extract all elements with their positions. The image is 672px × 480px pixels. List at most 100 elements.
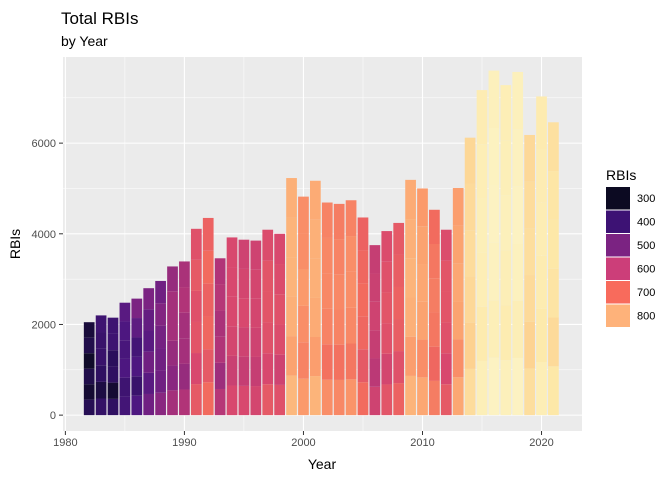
bar-segment <box>286 178 297 218</box>
bar-segment <box>548 219 559 269</box>
bar-segment <box>107 366 119 383</box>
bar-segment <box>524 181 535 229</box>
bar-segment <box>226 355 238 386</box>
bar-1993 <box>214 258 226 416</box>
bar-segment <box>83 337 95 354</box>
bar-segment <box>500 360 512 416</box>
bar-segment <box>381 353 393 385</box>
bar-segment <box>393 286 405 320</box>
legend-label: 700 <box>637 287 655 299</box>
legend-key <box>606 304 630 327</box>
bar-segment <box>512 71 524 130</box>
bar-segment <box>119 302 131 322</box>
bar-segment <box>357 349 369 383</box>
bar-segment <box>512 186 524 244</box>
bar-segment <box>417 339 428 378</box>
bar-segment <box>286 336 297 376</box>
bar-segment <box>417 301 428 340</box>
bar-segment <box>143 288 155 310</box>
bar-segment <box>95 398 107 416</box>
legend: RBIs 300 400 500 600 700 800 <box>606 167 655 327</box>
bar-segment <box>536 202 547 256</box>
bar-segment <box>536 308 547 363</box>
bar-segment <box>488 300 500 358</box>
bar-segment <box>345 236 357 272</box>
bar-segment <box>298 342 309 379</box>
bar-segment <box>369 386 381 416</box>
bar-segment <box>214 388 226 416</box>
bar-2007 <box>381 231 393 416</box>
bar-segment <box>429 209 440 244</box>
bar-segment <box>429 346 440 381</box>
bar-segment <box>464 276 476 323</box>
bar-1984 <box>107 317 119 416</box>
bar-segment <box>298 378 309 416</box>
x-tick-label: 2010 <box>410 437 434 449</box>
bar-segment <box>440 229 452 261</box>
bar-segment <box>298 233 309 270</box>
bar-2008 <box>393 222 405 416</box>
bar-segment <box>524 275 535 322</box>
bar-segment <box>286 217 297 258</box>
bar-segment <box>488 128 500 186</box>
bar-segment <box>119 321 131 341</box>
bar-segment <box>250 356 262 387</box>
bar-segment <box>310 297 321 338</box>
bar-segment <box>524 321 535 369</box>
bar-segment <box>524 134 535 182</box>
bar-segment <box>369 273 381 302</box>
bar-segment <box>155 303 166 326</box>
bar-segment <box>310 337 321 377</box>
bar-segment <box>357 382 369 416</box>
bar-segment <box>179 363 190 390</box>
bar-1998 <box>274 233 286 416</box>
bar-segment <box>190 259 202 291</box>
bar-segment <box>143 309 155 331</box>
bar-segment <box>226 385 238 416</box>
bar-segment <box>250 269 262 299</box>
bar-segment <box>536 255 547 309</box>
bar-segment <box>369 358 381 387</box>
bar-segment <box>345 379 357 416</box>
bar-segment <box>321 237 333 274</box>
bar-segment <box>238 239 250 269</box>
bar-segment <box>393 383 405 416</box>
bar-segment <box>190 290 202 322</box>
bar-segment <box>345 307 357 344</box>
axes: 1980 1990 2000 2010 2020 0 2000 4000 6000 <box>32 138 554 449</box>
legend-label: 500 <box>637 240 655 252</box>
bar-segment <box>202 250 214 284</box>
bar-segment <box>345 343 357 380</box>
bar-segment <box>381 323 393 354</box>
bar-segment <box>393 319 405 352</box>
bar-2011 <box>429 209 440 416</box>
bar-segment <box>321 273 333 309</box>
legend-key <box>606 257 630 280</box>
bar-segment <box>107 333 119 351</box>
bar-segment <box>226 296 238 327</box>
bar-segment <box>405 219 416 259</box>
bar-2016 <box>488 70 500 416</box>
legend-label: 400 <box>637 217 655 229</box>
bar-segment <box>357 250 369 284</box>
bar-2012 <box>440 229 452 416</box>
legend-title: RBIs <box>606 167 636 183</box>
bar-segment <box>476 360 488 416</box>
bar-segment <box>262 260 274 292</box>
bar-segment <box>381 292 393 324</box>
bar-segment <box>417 377 428 416</box>
bar-segment <box>107 350 119 367</box>
bar-segment <box>381 384 393 416</box>
bar-segment <box>548 171 559 220</box>
bar-segment <box>298 196 309 234</box>
bar-segment <box>536 149 547 203</box>
bar-segment <box>369 245 381 274</box>
bar-segment <box>155 370 166 393</box>
bar-segment <box>250 240 262 270</box>
bar-segment <box>190 384 202 416</box>
bar-segment <box>286 375 297 416</box>
bar-2020 <box>536 96 547 416</box>
bar-2019 <box>524 134 535 416</box>
bar-segment <box>179 261 190 288</box>
bar-segment <box>405 297 416 337</box>
